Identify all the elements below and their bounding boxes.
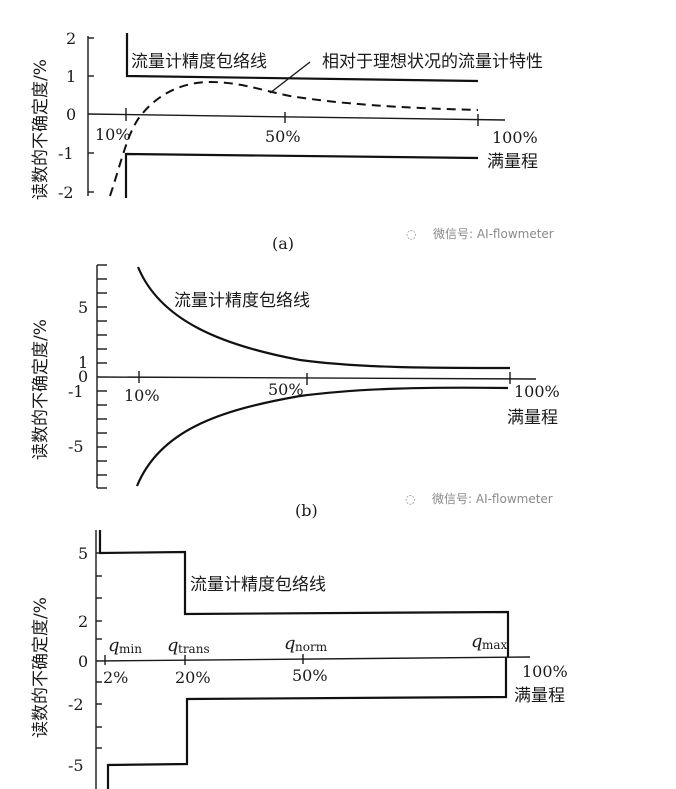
wechat-icon-a: ◌ [406, 227, 416, 241]
x-tick-a-10: 10% [95, 125, 131, 144]
y-ticks-b [97, 264, 107, 489]
y-tick-b-5: 5 [78, 298, 88, 317]
y-tick-c-0: 0 [78, 652, 88, 671]
caption-b: (b) [295, 501, 318, 520]
x-tick-a-50: 50% [265, 127, 301, 146]
chart-b: 读数的不确定度/% 5 1 0 -1 -5 10% [31, 264, 560, 520]
y-tick-a-neg1: -1 [58, 144, 74, 163]
x-tick-c-100: 100% [522, 662, 568, 681]
x-axis-b [96, 376, 537, 380]
x-axis-c [95, 656, 531, 662]
svg-text:trans: trans [178, 642, 210, 656]
x-tick-b-10: 10% [124, 386, 160, 405]
y-tick-a-neg2: -2 [58, 183, 74, 202]
x-tick-c-50: 50% [292, 666, 328, 685]
svg-text:q: q [471, 631, 483, 652]
svg-text:max: max [482, 638, 508, 652]
watermark-a: 微信号: AI-flowmeter [433, 227, 554, 241]
wechat-icon-b: ◌ [405, 492, 415, 506]
x-tick-b-50: 50% [268, 380, 304, 399]
envelope-lower-c [106, 657, 508, 789]
x-tick-c-2: 2% [103, 668, 128, 687]
svg-text:q: q [167, 635, 179, 656]
svg-text:norm: norm [295, 640, 328, 654]
y-ticks-c [96, 552, 102, 749]
watermark-b: 微信号: AI-flowmeter [432, 492, 553, 506]
envelope-label-b: 流量计精度包络线 [174, 291, 310, 311]
envelope-upper-c [98, 530, 510, 657]
q-trans-marker: q trans [167, 635, 210, 656]
x-tick-c-20: 20% [175, 668, 211, 687]
y-tick-a-2: 2 [66, 29, 76, 48]
y-tick-a-0: 0 [66, 105, 76, 124]
full-scale-label-c: 满量程 [514, 686, 565, 706]
y-tick-b-0: 0 [78, 367, 88, 386]
envelope-label-a: 流量计精度包络线 [131, 52, 267, 72]
envelope-lower-b [135, 386, 509, 487]
y-tick-c-neg5: -5 [68, 756, 84, 775]
x-axis-a [87, 113, 506, 121]
y-axis-label-a: 读数的不确定度/% [31, 59, 51, 200]
leader-line-a [269, 61, 311, 94]
y-tick-c-neg2: -2 [68, 695, 84, 714]
y-axis-label-c: 读数的不确定度/% [31, 597, 51, 738]
q-min-marker: q min [108, 635, 142, 656]
svg-text:q: q [284, 633, 296, 654]
full-scale-label-b: 满量程 [507, 408, 558, 428]
x-tick-a-100: 100% [492, 128, 538, 147]
x-tick-b-100: 100% [514, 382, 560, 401]
chart-a: 读数的不确定度/% 2 1 0 -1 -2 10% 50% 100% 满量程 流… [31, 29, 554, 253]
y-tick-c-5: 5 [78, 544, 88, 563]
full-scale-label-a: 满量程 [487, 152, 538, 172]
svg-text:q: q [108, 635, 120, 656]
y-tick-a-1: 1 [66, 67, 76, 86]
chart-c: 读数的不确定度/% 5 2 0 -2 -5 2% 20% 50% 100% 满量… [31, 530, 568, 789]
svg-text:min: min [119, 642, 142, 656]
y-tick-b-neg5: -5 [68, 437, 84, 456]
y-tick-b-1: 1 [78, 353, 88, 372]
ideal-label-a: 相对于理想状况的流量计特性 [322, 52, 543, 72]
y-tick-c-2: 2 [78, 612, 88, 631]
envelope-upper-a [125, 33, 479, 83]
envelope-upper-b [136, 266, 511, 370]
q-norm-marker: q norm [284, 633, 328, 654]
y-axis-label-b: 读数的不确定度/% [31, 319, 51, 460]
envelope-lower-a [124, 152, 479, 198]
y-tick-b-neg1: -1 [68, 382, 84, 401]
envelope-label-c: 流量计精度包络线 [190, 575, 326, 595]
q-max-marker: q max [471, 631, 508, 652]
caption-a: (a) [272, 234, 294, 253]
